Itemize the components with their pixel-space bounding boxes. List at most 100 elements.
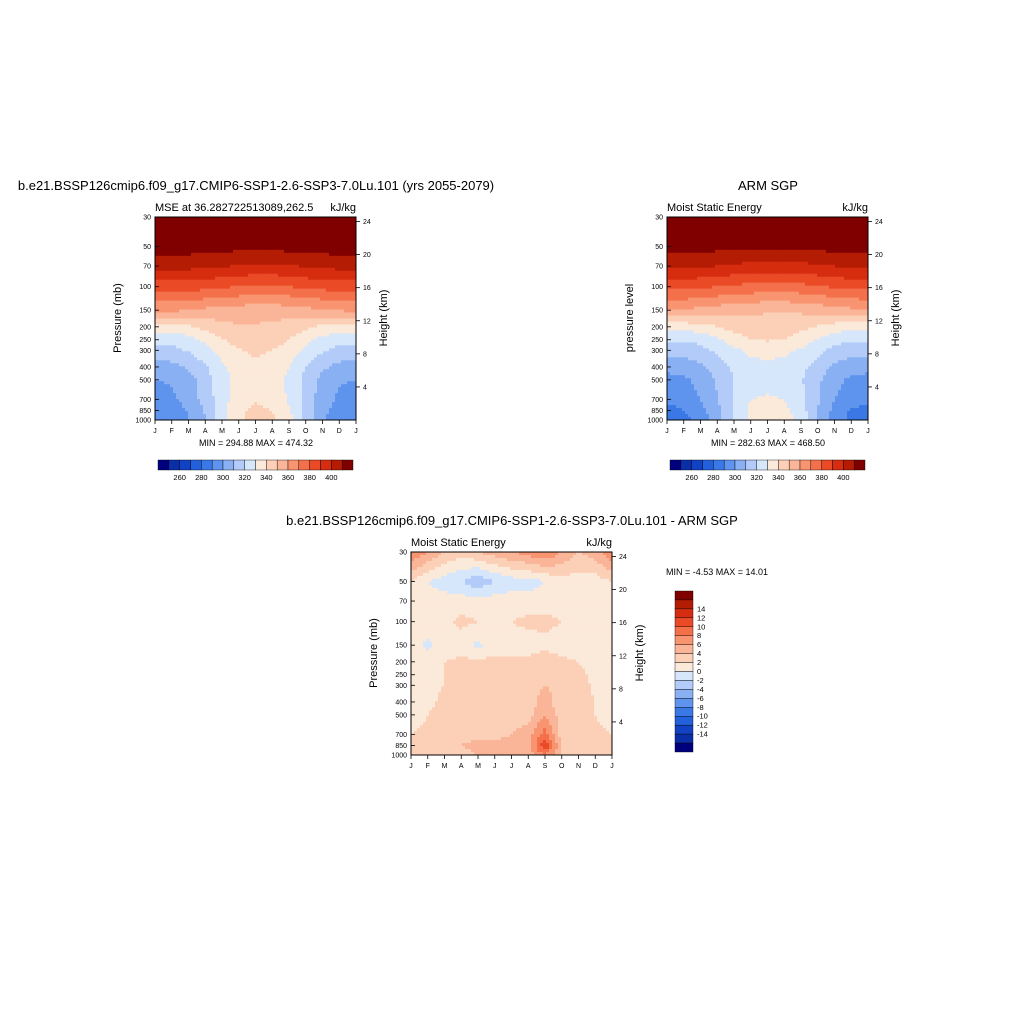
field-cell xyxy=(296,354,300,358)
field-cell xyxy=(224,243,228,248)
field-cell xyxy=(155,246,159,251)
field-cell xyxy=(197,333,201,337)
field-cell xyxy=(182,240,186,245)
field-cell xyxy=(308,255,312,260)
field-cell xyxy=(763,222,767,227)
field-cell xyxy=(248,237,252,242)
field-cell xyxy=(209,393,213,397)
field-cell xyxy=(248,387,252,391)
field-cell xyxy=(251,348,255,352)
field-cell xyxy=(227,303,231,307)
field-cell xyxy=(263,318,267,322)
field-cell xyxy=(188,411,192,415)
field-cell xyxy=(290,354,294,358)
field-cell xyxy=(350,375,354,379)
field-cell xyxy=(317,363,321,367)
field-cell xyxy=(278,294,282,299)
field-cell xyxy=(239,243,243,248)
field-cell xyxy=(302,360,306,364)
field-cell xyxy=(308,297,312,301)
field-cell xyxy=(305,282,309,287)
field-cell xyxy=(302,240,306,245)
field-cell xyxy=(233,339,237,343)
field-cell xyxy=(209,285,213,290)
field-cell xyxy=(203,264,207,269)
field-cell xyxy=(281,351,285,355)
field-cell xyxy=(263,228,267,233)
field-cell xyxy=(272,267,276,272)
field-cell xyxy=(329,261,333,266)
field-cell xyxy=(203,255,207,260)
field-cell xyxy=(332,327,336,331)
field-cell xyxy=(320,261,324,266)
field-cell xyxy=(167,378,171,382)
field-cell xyxy=(311,294,315,299)
field-cell xyxy=(266,375,270,379)
field-cell xyxy=(221,222,225,227)
field-cell xyxy=(167,324,171,328)
field-cell xyxy=(329,402,333,406)
field-cell xyxy=(281,399,285,403)
field-cell xyxy=(296,315,300,319)
field-cell xyxy=(221,225,225,230)
field-cell xyxy=(224,408,228,412)
field-cell xyxy=(257,351,261,355)
field-cell xyxy=(245,357,249,361)
field-cell xyxy=(209,219,213,224)
field-cell xyxy=(209,348,213,352)
field-cell xyxy=(305,363,309,367)
field-cell xyxy=(224,297,228,301)
field-cell xyxy=(188,378,192,382)
field-cell xyxy=(715,225,719,230)
field-cell xyxy=(350,408,354,412)
field-cell xyxy=(781,219,785,224)
field-cell xyxy=(290,252,294,257)
field-cell xyxy=(188,333,192,337)
field-cell xyxy=(218,375,222,379)
field-cell xyxy=(251,360,255,364)
field-cell xyxy=(269,402,273,406)
field-cell xyxy=(242,387,246,391)
field-cell xyxy=(212,273,216,278)
field-cell xyxy=(242,222,246,227)
field-cell xyxy=(275,405,279,409)
field-cell xyxy=(811,222,815,227)
field-cell xyxy=(197,387,201,391)
field-cell xyxy=(206,336,210,340)
field-cell xyxy=(736,222,740,227)
field-cell xyxy=(248,339,252,343)
field-cell xyxy=(332,225,336,230)
field-cell xyxy=(221,351,225,355)
field-cell xyxy=(281,234,285,239)
field-cell xyxy=(314,225,318,230)
field-cell xyxy=(215,417,219,421)
field-cell xyxy=(305,225,309,230)
field-cell xyxy=(257,246,261,251)
field-cell xyxy=(257,249,261,254)
field-cell xyxy=(335,327,339,331)
field-cell xyxy=(311,384,315,388)
field-cell xyxy=(155,330,159,334)
field-cell xyxy=(688,219,692,224)
field-cell xyxy=(311,321,315,325)
field-cell xyxy=(275,399,279,403)
field-cell xyxy=(194,219,198,224)
field-cell xyxy=(299,264,303,269)
field-cell xyxy=(347,402,351,406)
field-cell xyxy=(341,231,345,236)
field-cell xyxy=(206,408,210,412)
field-cell xyxy=(212,255,216,260)
field-cell xyxy=(227,276,231,281)
field-cell xyxy=(787,225,791,230)
field-cell xyxy=(257,240,261,245)
field-cell xyxy=(176,231,180,236)
field-cell xyxy=(194,402,198,406)
field-cell xyxy=(314,279,318,284)
field-cell xyxy=(754,217,758,221)
field-cell xyxy=(320,294,324,299)
field-cell xyxy=(227,273,231,278)
field-cell xyxy=(254,306,258,310)
field-cell xyxy=(332,396,336,400)
field-cell xyxy=(167,330,171,334)
field-cell xyxy=(239,276,243,281)
